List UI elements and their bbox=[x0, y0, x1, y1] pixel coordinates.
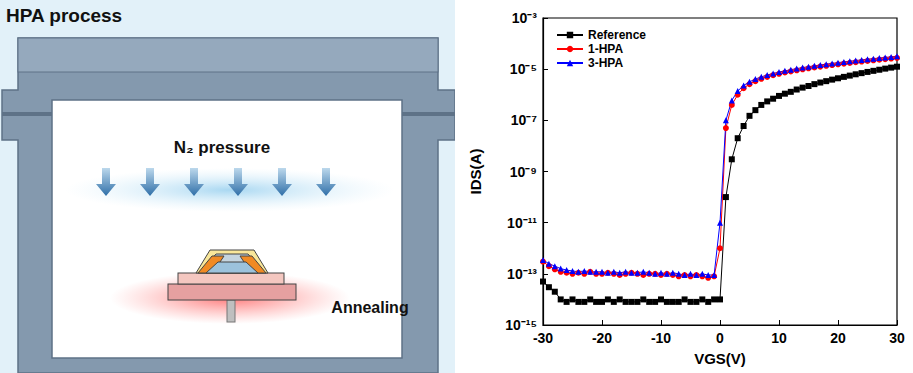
svg-text:10⁻⁵: 10⁻⁵ bbox=[510, 61, 537, 77]
svg-text:N₂ pressure: N₂ pressure bbox=[174, 138, 270, 157]
svg-text:1-HPA: 1-HPA bbox=[588, 42, 623, 56]
svg-text:10⁻¹¹: 10⁻¹¹ bbox=[507, 215, 537, 231]
svg-text:VGS(V): VGS(V) bbox=[694, 350, 746, 367]
svg-text:10: 10 bbox=[771, 330, 787, 346]
svg-text:-30: -30 bbox=[533, 330, 553, 346]
svg-text:10⁻⁷: 10⁻⁷ bbox=[511, 112, 538, 128]
svg-text:-10: -10 bbox=[651, 330, 671, 346]
svg-text:10⁻⁹: 10⁻⁹ bbox=[510, 164, 537, 180]
svg-text:10⁻¹⁵: 10⁻¹⁵ bbox=[505, 317, 537, 333]
svg-text:HPA process: HPA process bbox=[6, 5, 122, 26]
svg-text:IDS(A): IDS(A) bbox=[467, 149, 484, 195]
svg-text:3-HPA: 3-HPA bbox=[588, 56, 623, 70]
svg-text:10⁻¹³: 10⁻¹³ bbox=[507, 266, 537, 282]
svg-text:Reference: Reference bbox=[588, 28, 646, 42]
svg-text:0: 0 bbox=[716, 330, 724, 346]
svg-text:30: 30 bbox=[889, 330, 905, 346]
svg-text:20: 20 bbox=[830, 330, 846, 346]
svg-text:-20: -20 bbox=[592, 330, 612, 346]
svg-text:Annealing: Annealing bbox=[331, 299, 408, 316]
svg-text:10⁻³: 10⁻³ bbox=[512, 10, 538, 26]
